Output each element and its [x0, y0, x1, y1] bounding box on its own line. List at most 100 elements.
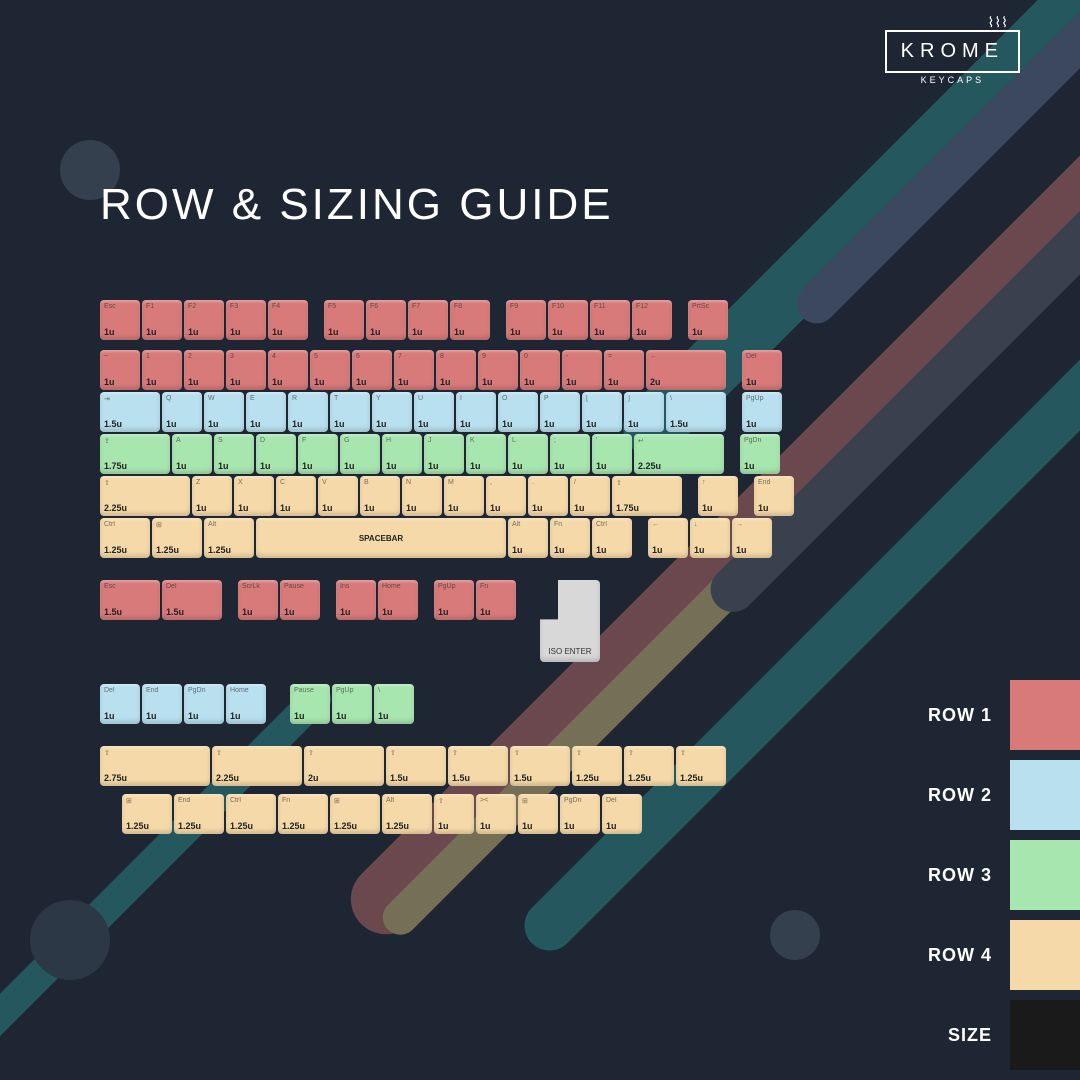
keycap: .1u — [528, 476, 568, 516]
keycap: ←1u — [648, 518, 688, 558]
keycap: ⇧1.25u — [572, 746, 622, 786]
legend-item: ROW 4 — [928, 920, 1080, 990]
keycap: ScrLk1u — [238, 580, 278, 620]
page-title: ROW & SIZING GUIDE — [100, 180, 614, 230]
keycap: R1u — [288, 392, 328, 432]
keyboard-row: ⊞1.25uEnd1.25uCtrl1.25uFn1.25u⊞1.25uAlt1… — [100, 794, 794, 834]
keycap: ←2u — [646, 350, 726, 390]
keycap: F11u — [142, 300, 182, 340]
legend-label: SIZE — [948, 1025, 992, 1046]
keycap: Home1u — [226, 684, 266, 724]
keycap: →1u — [732, 518, 772, 558]
keycap: F121u — [632, 300, 672, 340]
keycap: F41u — [268, 300, 308, 340]
keycap: Y1u — [372, 392, 412, 432]
keycap: F101u — [548, 300, 588, 340]
keycap: ,1u — [486, 476, 526, 516]
keycap: Pause1u — [280, 580, 320, 620]
keycap: ⇧2.75u — [100, 746, 210, 786]
keycap: Ctrl1u — [592, 518, 632, 558]
keycap: Ins1u — [336, 580, 376, 620]
keycap: 31u — [226, 350, 266, 390]
keyboard-row: ~1u11u21u31u41u51u61u71u81u91u01u-1u=1u←… — [100, 350, 794, 390]
keycap: ⊞1u — [518, 794, 558, 834]
keycap: X1u — [234, 476, 274, 516]
brand-sub: KEYCAPS — [885, 75, 1020, 85]
keycap: B1u — [360, 476, 400, 516]
iso-enter-key: ISO ENTER — [540, 580, 600, 662]
keycap: \1.5u — [666, 392, 726, 432]
keycap: ⇧1.5u — [386, 746, 446, 786]
keycap: Esc1u — [100, 300, 140, 340]
keycap: Fn1u — [550, 518, 590, 558]
keycap: S1u — [214, 434, 254, 474]
keycap: Del1u — [100, 684, 140, 724]
keycap: Del1u — [742, 350, 782, 390]
keycap: Del1.5u — [162, 580, 222, 620]
keycap: 11u — [142, 350, 182, 390]
keycap: ⊞1.25u — [152, 518, 202, 558]
keycap: SPACEBAR — [256, 518, 506, 558]
keycap: ><1u — [476, 794, 516, 834]
keycap: ~1u — [100, 350, 140, 390]
keycap: Ctrl1.25u — [100, 518, 150, 558]
keycap: M1u — [444, 476, 484, 516]
keycap: 91u — [478, 350, 518, 390]
keyboard-row: ⇥1.5uQ1uW1uE1uR1uT1uY1uU1uI1uO1uP1u[1u]1… — [100, 392, 794, 432]
keycap: End1u — [142, 684, 182, 724]
keycap: Z1u — [192, 476, 232, 516]
keycap: F61u — [366, 300, 406, 340]
keycap: PgUp1u — [332, 684, 372, 724]
keyboard-row: ⇪1.75uA1uS1uD1uF1uG1uH1uJ1uK1uL1u;1u'1u↵… — [100, 434, 794, 474]
keycap: 61u — [352, 350, 392, 390]
keycap: F51u — [324, 300, 364, 340]
keycap: Del1u — [602, 794, 642, 834]
keycap: PgDn1u — [184, 684, 224, 724]
keycap: PrtSc1u — [688, 300, 728, 340]
keycap: U1u — [414, 392, 454, 432]
keycap: 81u — [436, 350, 476, 390]
keycap: ⇧1.5u — [510, 746, 570, 786]
legend: ROW 1 ROW 2 ROW 3 ROW 4 SIZE — [928, 680, 1080, 1070]
legend-item: ROW 2 — [928, 760, 1080, 830]
keycap: ↵2.25u — [634, 434, 724, 474]
legend-swatch — [1010, 920, 1080, 990]
keycap: F71u — [408, 300, 448, 340]
legend-swatch — [1010, 680, 1080, 750]
keycap: T1u — [330, 392, 370, 432]
keycap: -1u — [562, 350, 602, 390]
legend-label: ROW 2 — [928, 785, 992, 806]
keycap: PgDn1u — [740, 434, 780, 474]
legend-label: ROW 3 — [928, 865, 992, 886]
keycap: P1u — [540, 392, 580, 432]
keycap: PgUp1u — [434, 580, 474, 620]
keycap: ⇧2.25u — [212, 746, 302, 786]
keycap: 51u — [310, 350, 350, 390]
keycap: D1u — [256, 434, 296, 474]
keycap: Pause1u — [290, 684, 330, 724]
legend-swatch — [1010, 1000, 1080, 1070]
keycap: ⇧1.5u — [448, 746, 508, 786]
brand-name: KROME — [901, 40, 1004, 62]
legend-label: ROW 1 — [928, 705, 992, 726]
keycap: ⊞1.25u — [122, 794, 172, 834]
keycap: Fn1u — [476, 580, 516, 620]
keyboard-layout: Esc1uF11uF21uF31uF41uF51uF61uF71uF81uF91… — [100, 300, 794, 836]
keycap: F1u — [298, 434, 338, 474]
keycap: 01u — [520, 350, 560, 390]
keycap: =1u — [604, 350, 644, 390]
keycap: PgUp1u — [742, 392, 782, 432]
legend-item: ROW 3 — [928, 840, 1080, 910]
keycap: Esc1.5u — [100, 580, 160, 620]
keycap: Alt1u — [508, 518, 548, 558]
keycap: I1u — [456, 392, 496, 432]
keycap: 21u — [184, 350, 224, 390]
keycap: H1u — [382, 434, 422, 474]
keycap: ⇧2u — [304, 746, 384, 786]
keycap: ⇧1.25u — [676, 746, 726, 786]
keycap: End1u — [754, 476, 794, 516]
keycap: Alt1.25u — [204, 518, 254, 558]
keycap: PgDn1u — [560, 794, 600, 834]
keycap: ;1u — [550, 434, 590, 474]
legend-item: SIZE — [928, 1000, 1080, 1070]
